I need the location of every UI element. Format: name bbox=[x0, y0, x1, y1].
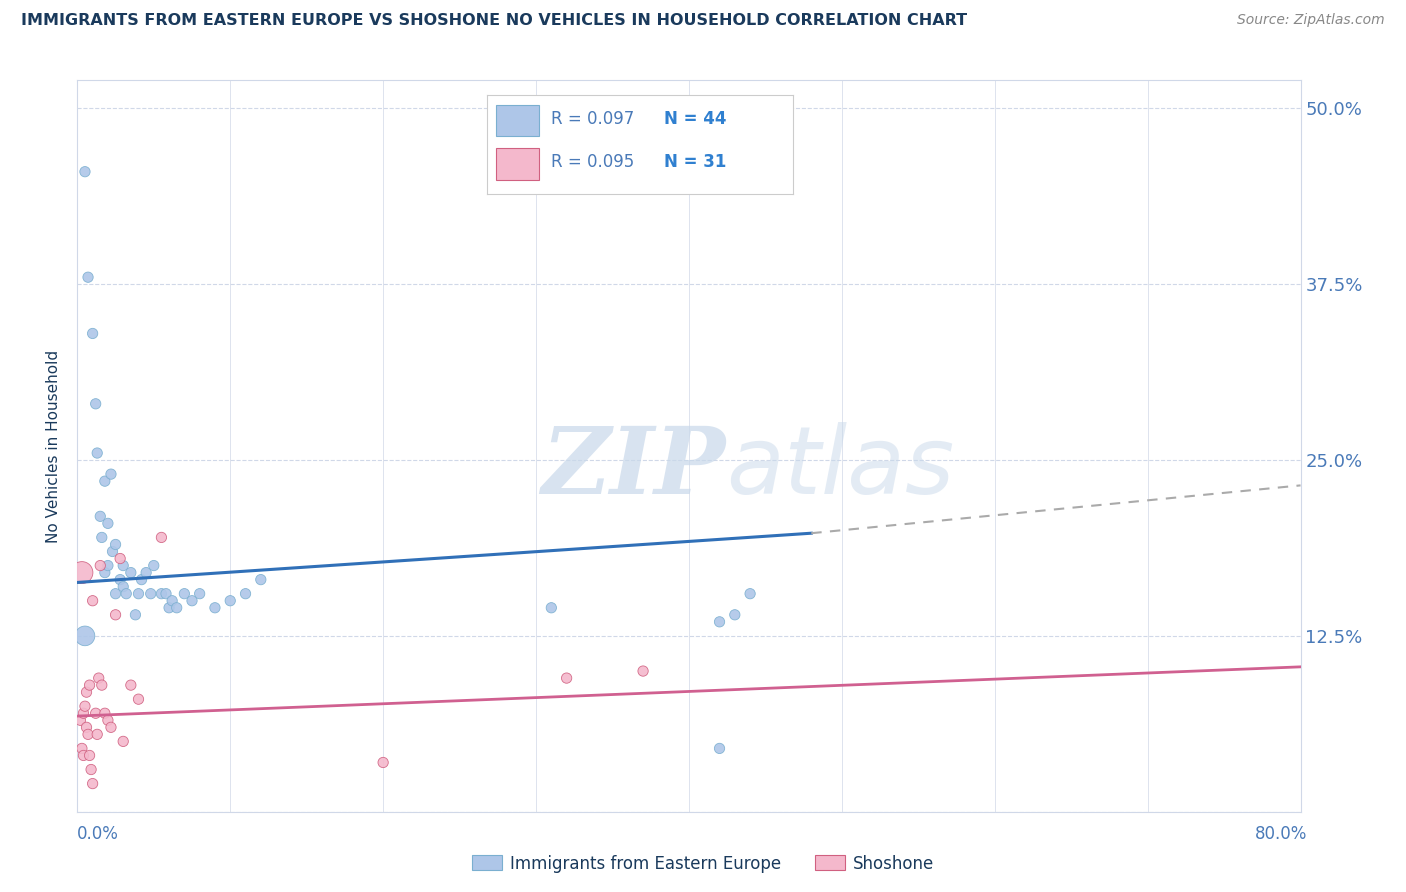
Point bbox=[160, 593, 183, 607]
Point bbox=[97, 558, 120, 573]
Point bbox=[82, 776, 104, 790]
Point bbox=[115, 587, 138, 601]
Point bbox=[77, 270, 100, 285]
Point bbox=[112, 558, 135, 573]
Legend: Immigrants from Eastern Europe, Shoshone: Immigrants from Eastern Europe, Shoshone bbox=[465, 848, 941, 880]
Point bbox=[73, 629, 96, 643]
Point bbox=[112, 734, 135, 748]
Point bbox=[181, 593, 204, 607]
Point bbox=[104, 607, 127, 622]
Text: ZIP: ZIP bbox=[541, 423, 725, 513]
Point bbox=[76, 685, 98, 699]
Point bbox=[86, 446, 108, 460]
Point bbox=[709, 615, 731, 629]
Point bbox=[173, 587, 195, 601]
Text: IMMIGRANTS FROM EASTERN EUROPE VS SHOSHONE NO VEHICLES IN HOUSEHOLD CORRELATION : IMMIGRANTS FROM EASTERN EUROPE VS SHOSHO… bbox=[21, 13, 967, 29]
Text: 80.0%: 80.0% bbox=[1256, 825, 1308, 843]
Point bbox=[104, 537, 127, 551]
Point bbox=[235, 587, 257, 601]
Y-axis label: No Vehicles in Household: No Vehicles in Household bbox=[46, 350, 62, 542]
Point bbox=[86, 727, 108, 741]
Point bbox=[70, 566, 93, 580]
Text: 0.0%: 0.0% bbox=[77, 825, 120, 843]
Point bbox=[77, 727, 100, 741]
Point bbox=[101, 544, 124, 558]
Point bbox=[94, 566, 117, 580]
Point bbox=[84, 397, 107, 411]
Point bbox=[79, 678, 101, 692]
Point bbox=[724, 607, 747, 622]
Point bbox=[79, 748, 101, 763]
Point bbox=[204, 600, 226, 615]
Point bbox=[555, 671, 578, 685]
Point bbox=[120, 566, 142, 580]
Point bbox=[97, 714, 120, 728]
Point bbox=[142, 558, 165, 573]
Point bbox=[740, 587, 762, 601]
Point bbox=[112, 580, 135, 594]
Point bbox=[89, 558, 111, 573]
Point bbox=[128, 692, 150, 706]
Point bbox=[157, 600, 180, 615]
Text: Source: ZipAtlas.com: Source: ZipAtlas.com bbox=[1237, 13, 1385, 28]
Point bbox=[139, 587, 162, 601]
Point bbox=[84, 706, 107, 721]
Point bbox=[135, 566, 157, 580]
Point bbox=[108, 551, 131, 566]
Point bbox=[540, 600, 562, 615]
Point bbox=[72, 706, 94, 721]
Point bbox=[90, 530, 112, 544]
Point bbox=[69, 714, 91, 728]
Point bbox=[97, 516, 120, 531]
Point bbox=[94, 706, 117, 721]
Point bbox=[108, 573, 131, 587]
Text: atlas: atlas bbox=[725, 423, 953, 514]
Point bbox=[631, 664, 654, 678]
Point bbox=[131, 573, 153, 587]
Point bbox=[150, 587, 173, 601]
Point bbox=[250, 573, 273, 587]
Point bbox=[104, 587, 127, 601]
Point bbox=[188, 587, 211, 601]
Point bbox=[709, 741, 731, 756]
Point bbox=[94, 474, 117, 488]
Point bbox=[76, 720, 98, 734]
Point bbox=[124, 607, 146, 622]
Point bbox=[82, 326, 104, 341]
Point bbox=[89, 509, 111, 524]
Point bbox=[72, 748, 94, 763]
Point bbox=[219, 593, 242, 607]
Point bbox=[166, 600, 188, 615]
Point bbox=[120, 678, 142, 692]
Point bbox=[80, 763, 103, 777]
Point bbox=[73, 699, 96, 714]
Point bbox=[87, 671, 110, 685]
Point bbox=[371, 756, 394, 770]
Point bbox=[100, 720, 122, 734]
Point bbox=[82, 593, 104, 607]
Point bbox=[73, 165, 96, 179]
Point bbox=[128, 587, 150, 601]
Point bbox=[70, 741, 93, 756]
Point bbox=[150, 530, 173, 544]
Point bbox=[90, 678, 112, 692]
Point bbox=[155, 587, 177, 601]
Point bbox=[100, 467, 122, 482]
